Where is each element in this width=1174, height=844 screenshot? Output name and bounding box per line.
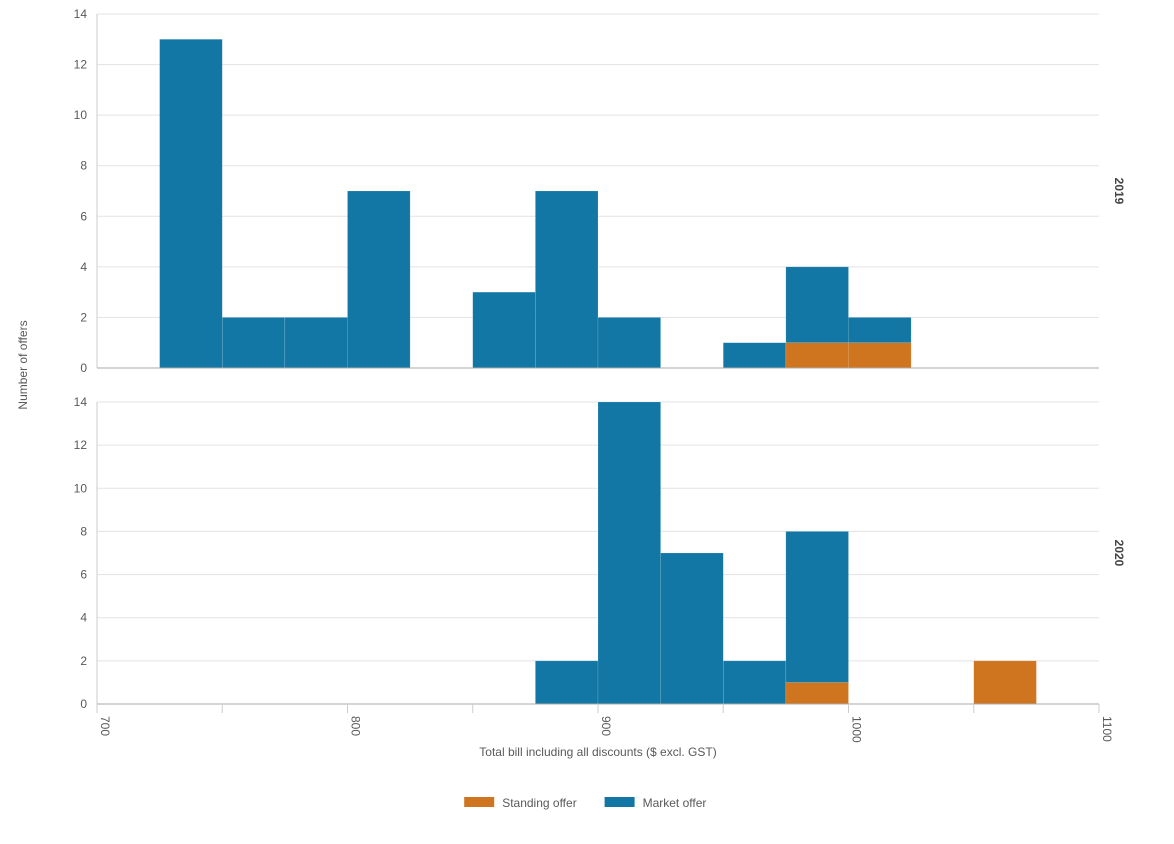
bar-market-offer xyxy=(472,291,536,369)
bar-market-offer xyxy=(284,317,348,369)
y-tick-label: 2 xyxy=(80,310,87,324)
x-tick-label: 800 xyxy=(349,716,363,736)
y-tick-label: 0 xyxy=(80,697,87,711)
bar-market-offer xyxy=(848,317,912,343)
legend-label: Standing offer xyxy=(502,796,577,810)
y-tick-label: 6 xyxy=(80,568,87,582)
x-tick-label: 1100 xyxy=(1100,716,1114,742)
y-tick-label: 10 xyxy=(74,481,88,495)
x-axis: 700 800 900 1000 1100 xyxy=(96,704,1114,743)
legend-swatch xyxy=(604,797,635,807)
bar-market-offer xyxy=(723,342,787,369)
bar-market-offer xyxy=(597,317,661,369)
y-tick-label: 8 xyxy=(80,524,87,538)
x-tick-label: 700 xyxy=(98,716,112,736)
bar-standing-offer xyxy=(785,342,849,369)
y-tick-label: 10 xyxy=(74,108,88,122)
legend-label: Market offer xyxy=(643,796,707,810)
legend: Standing offer Market offer xyxy=(464,796,706,810)
y-tick-label: 8 xyxy=(80,159,87,173)
bar-market-offer xyxy=(347,190,411,369)
bar-standing-offer xyxy=(973,660,1037,705)
y-tick-label: 12 xyxy=(74,438,88,452)
legend-item: Market offer xyxy=(604,796,707,810)
bar-market-offer xyxy=(597,401,661,705)
facet-panel-2019: 0 2 4 6 8 10 12 14 2019 xyxy=(74,7,1126,375)
bar-market-offer xyxy=(785,531,849,683)
bar-market-offer xyxy=(785,266,849,343)
y-tick-label: 6 xyxy=(80,209,87,223)
x-tick-label: 900 xyxy=(599,716,613,736)
bar-standing-offer xyxy=(848,342,912,369)
facet-label: 2019 xyxy=(1112,178,1126,205)
bar-market-offer xyxy=(660,552,724,705)
x-axis-title: Total bill including all discounts ($ ex… xyxy=(479,745,716,759)
facet-panel-2020: 0 2 4 6 8 10 12 14 2020 xyxy=(74,395,1126,711)
legend-item: Standing offer xyxy=(464,796,577,810)
facets-layer: 0 2 4 6 8 10 12 14 2019 0 2 4 6 8 10 12 14 2020 700 800 900 1… xyxy=(74,7,1126,743)
bar-standing-offer xyxy=(785,682,849,705)
legend-swatch xyxy=(464,797,495,807)
facet-label: 2020 xyxy=(1112,540,1126,567)
y-axis-title: Number of offers xyxy=(16,320,30,409)
y-tick-label: 0 xyxy=(80,361,87,375)
y-tick-label: 14 xyxy=(74,395,88,409)
bar-market-offer xyxy=(723,660,787,705)
y-tick-label: 2 xyxy=(80,654,87,668)
y-tick-label: 12 xyxy=(74,58,88,72)
bar-market-offer xyxy=(222,317,286,369)
bar-market-offer xyxy=(159,39,223,369)
bar-market-offer xyxy=(535,660,599,705)
x-tick-label: 1000 xyxy=(850,716,864,743)
y-tick-label: 14 xyxy=(74,7,88,21)
y-tick-label: 4 xyxy=(80,260,87,274)
bar-market-offer xyxy=(535,190,599,369)
y-tick-label: 4 xyxy=(80,611,87,625)
